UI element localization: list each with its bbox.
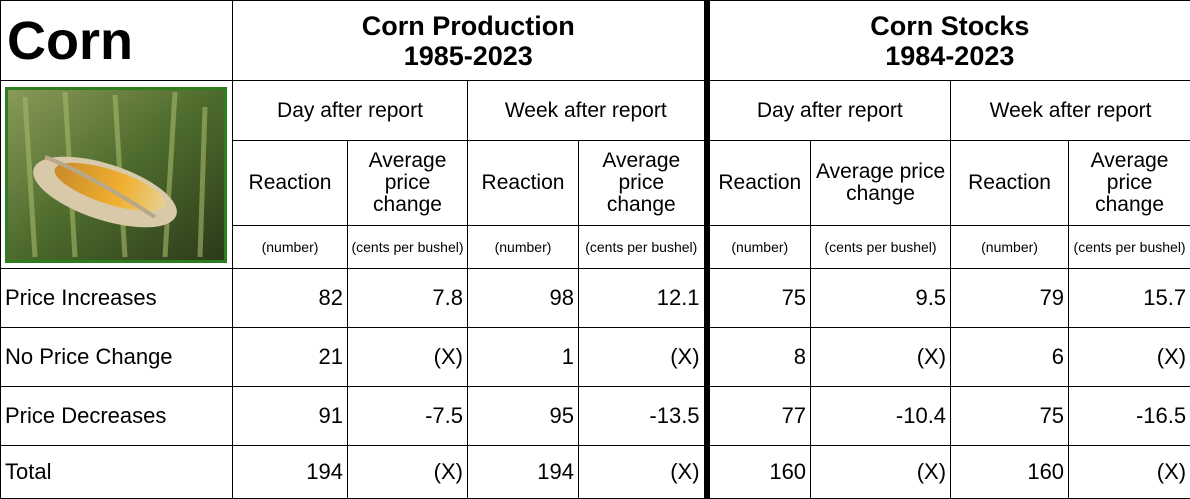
cell-value: 75 <box>707 269 811 328</box>
cell-value: 160 <box>951 446 1069 499</box>
group-title-line: 1984-2023 <box>714 41 1187 71</box>
corn-photo-cell <box>1 81 233 269</box>
cell-value: -7.5 <box>348 387 468 446</box>
cell-value: -10.4 <box>811 387 951 446</box>
cell-value: 194 <box>233 446 348 499</box>
cell-value: (X) <box>1069 328 1190 387</box>
period-header: Day after report <box>707 81 951 141</box>
period-header: Day after report <box>233 81 468 141</box>
cell-value: -13.5 <box>579 387 707 446</box>
column-header: Average price change <box>348 141 468 226</box>
unit-label: (cents per bushel) <box>348 226 468 269</box>
unit-label: (number) <box>468 226 579 269</box>
cell-value: (X) <box>811 446 951 499</box>
period-header: Week after report <box>951 81 1190 141</box>
cell-value: (X) <box>1069 446 1190 499</box>
cell-value: 79 <box>951 269 1069 328</box>
column-header: Reaction <box>468 141 579 226</box>
cell-value: (X) <box>348 446 468 499</box>
group-title-line: Corn Stocks <box>714 11 1187 41</box>
cell-value: 160 <box>707 446 811 499</box>
unit-label: (cents per bushel) <box>1069 226 1190 269</box>
cell-value: (X) <box>811 328 951 387</box>
cell-value: 95 <box>468 387 579 446</box>
cell-value: 12.1 <box>579 269 707 328</box>
group-title-line: Corn Production <box>237 11 700 41</box>
cell-value: 8 <box>707 328 811 387</box>
column-header: Reaction <box>951 141 1069 226</box>
page-title: Corn <box>1 1 233 81</box>
cell-value: 9.5 <box>811 269 951 328</box>
cell-value: 7.8 <box>348 269 468 328</box>
unit-label: (number) <box>233 226 348 269</box>
column-header: Reaction <box>233 141 348 226</box>
column-header: Average price change <box>811 141 951 226</box>
unit-label: (cents per bushel) <box>579 226 707 269</box>
cell-value: (X) <box>348 328 468 387</box>
cell-value: 75 <box>951 387 1069 446</box>
cell-value: 6 <box>951 328 1069 387</box>
cell-value: -16.5 <box>1069 387 1190 446</box>
cell-value: 194 <box>468 446 579 499</box>
column-header: Average price change <box>1069 141 1190 226</box>
corn-photo <box>5 87 227 263</box>
cell-value: 98 <box>468 269 579 328</box>
cell-value: 15.7 <box>1069 269 1190 328</box>
group-title-line: 1985-2023 <box>237 41 700 71</box>
column-header: Average price change <box>579 141 707 226</box>
cell-value: 21 <box>233 328 348 387</box>
cell-value: 77 <box>707 387 811 446</box>
cell-value: 82 <box>233 269 348 328</box>
row-label: Price Decreases <box>1 387 233 446</box>
cell-value: 91 <box>233 387 348 446</box>
cell-value: (X) <box>579 328 707 387</box>
cell-value: (X) <box>579 446 707 499</box>
row-label: No Price Change <box>1 328 233 387</box>
row-label: Price Increases <box>1 269 233 328</box>
unit-label: (cents per bushel) <box>811 226 951 269</box>
cell-value: 1 <box>468 328 579 387</box>
unit-label: (number) <box>707 226 811 269</box>
period-header: Week after report <box>468 81 707 141</box>
unit-label: (number) <box>951 226 1069 269</box>
row-label: Total <box>1 446 233 499</box>
column-header: Reaction <box>707 141 811 226</box>
